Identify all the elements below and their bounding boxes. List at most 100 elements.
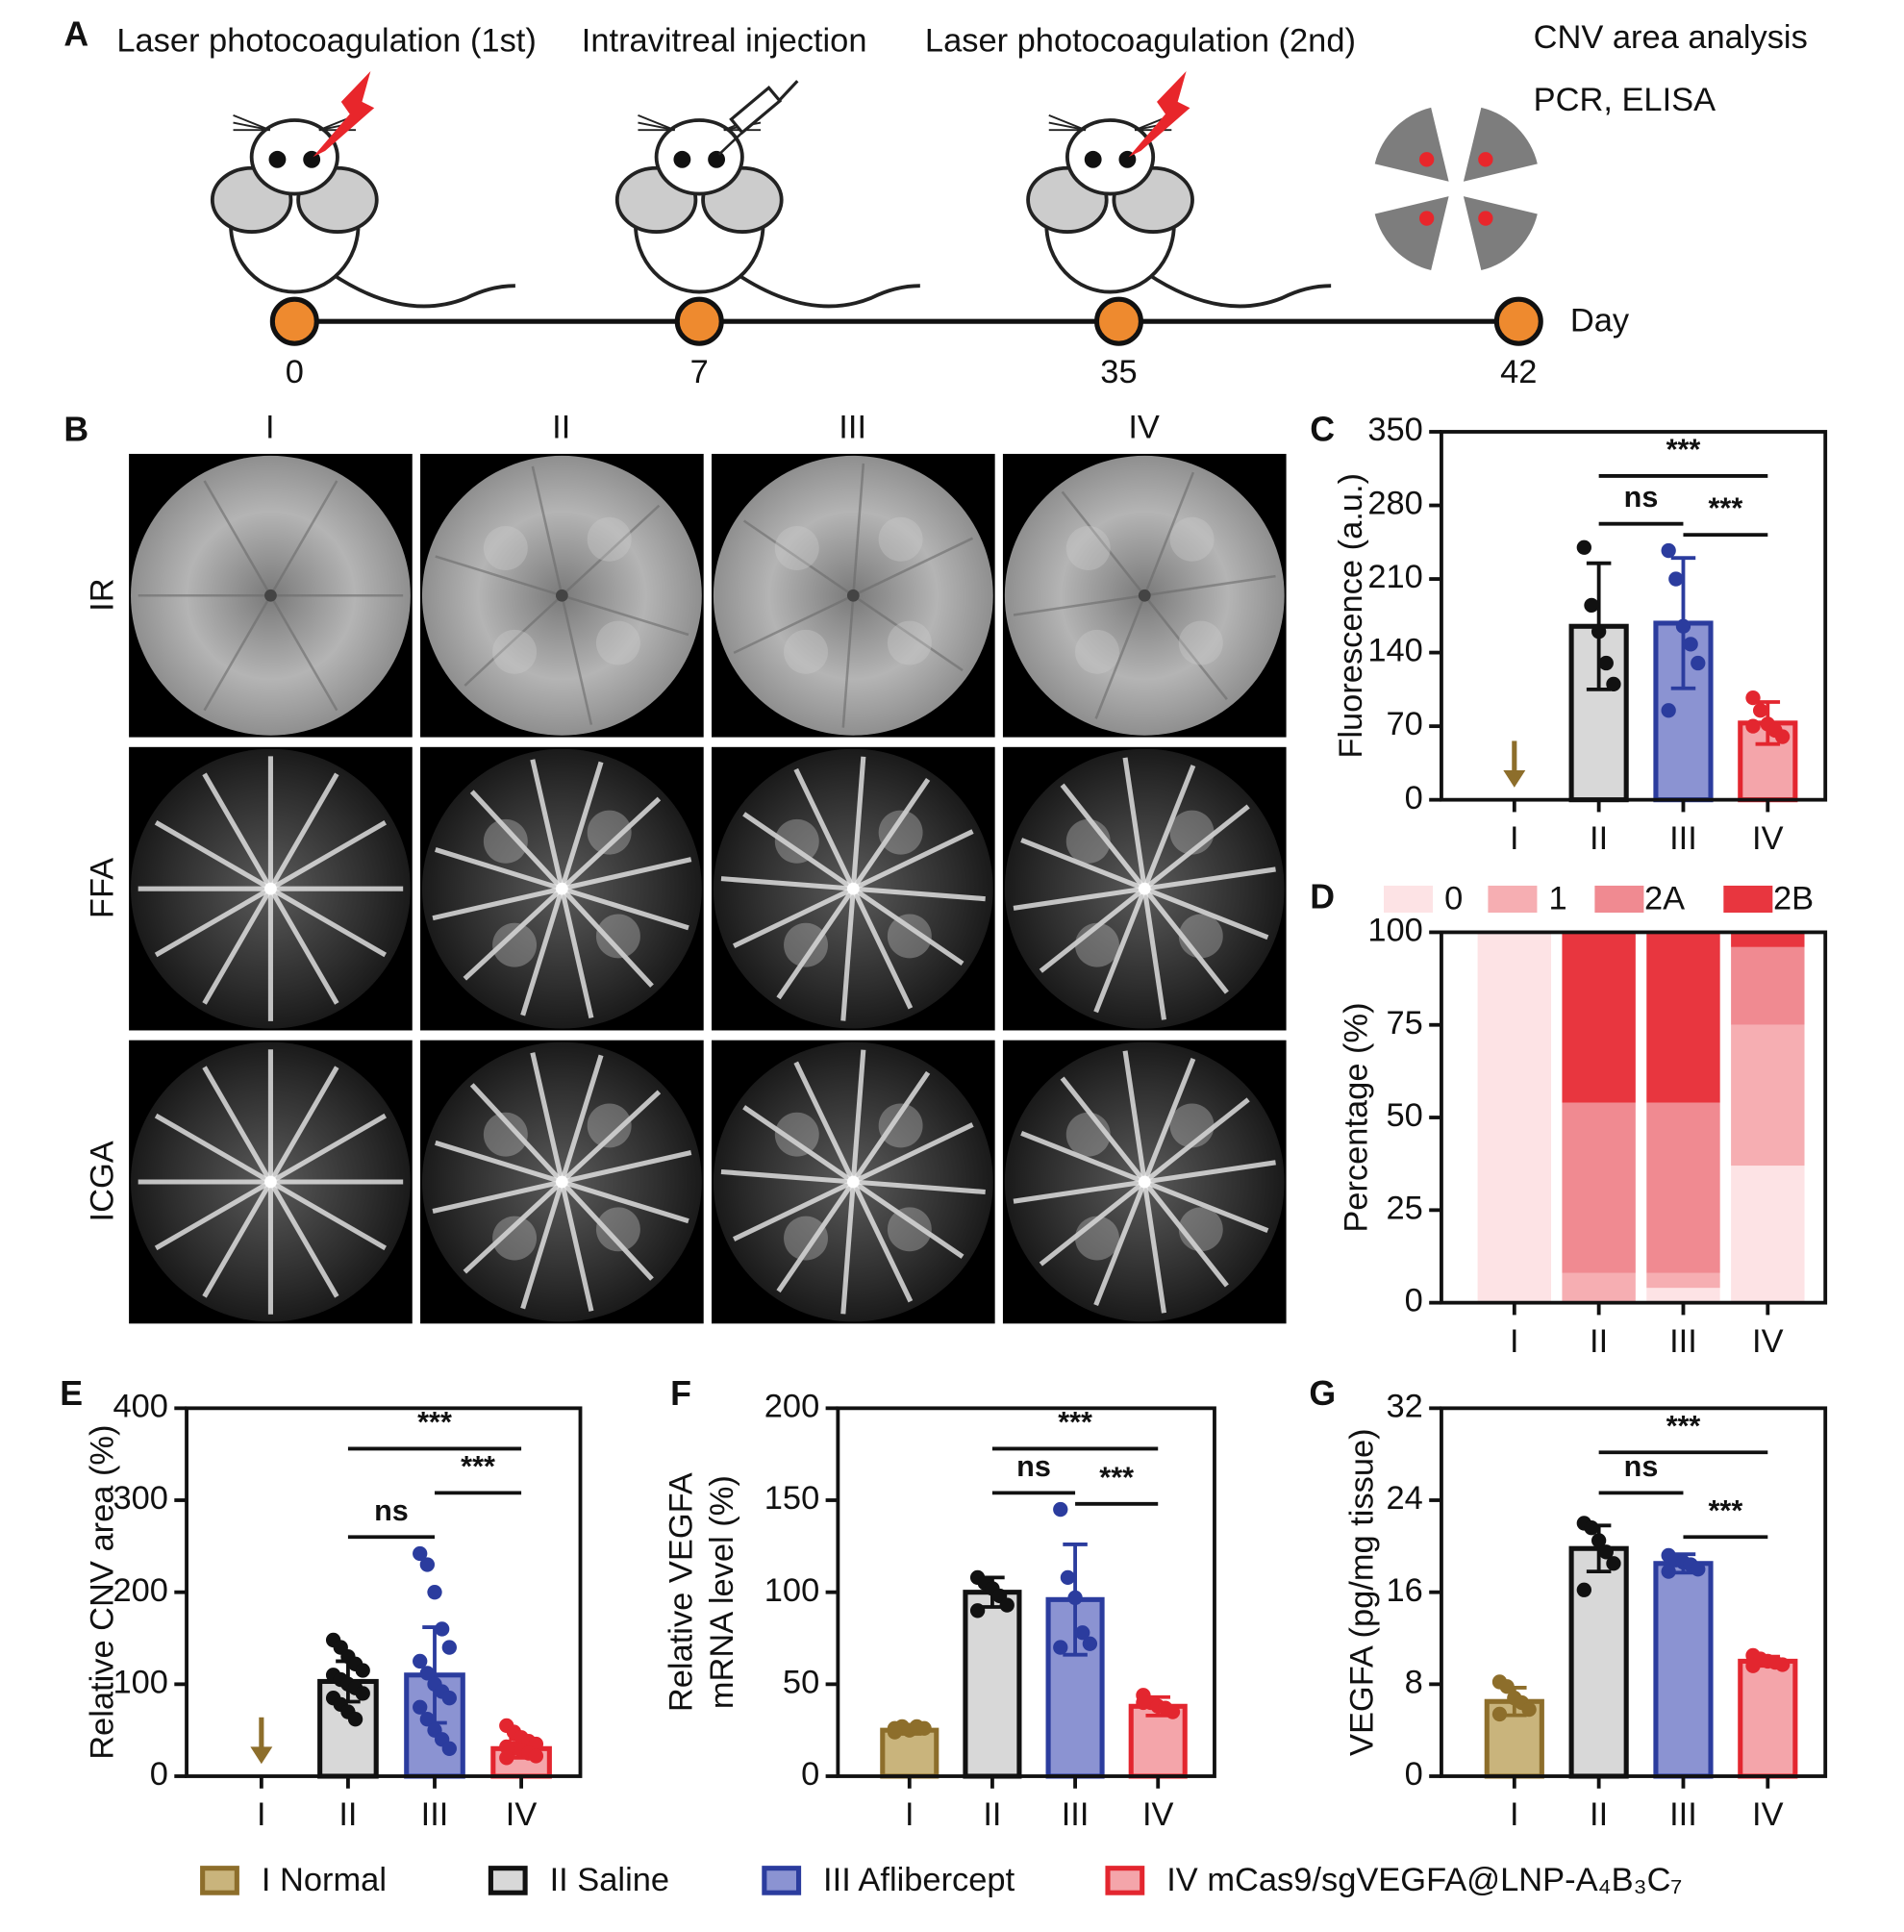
x-tick-label: I (257, 1796, 266, 1833)
y-tick-label: 0 (801, 1756, 819, 1793)
analysis-label: PCR, ELISA (1534, 82, 1716, 118)
significance-label: ns (1624, 1450, 1659, 1483)
fundus-vessel (561, 1179, 689, 1224)
fundus-vessel (851, 888, 914, 1010)
fundus-vessel (560, 796, 662, 891)
mouse-whisker (638, 114, 676, 132)
timeline-node (269, 296, 319, 346)
fundus-vessel (530, 759, 564, 890)
x-tick-label: II (1590, 1323, 1608, 1360)
fundus-vessel (203, 480, 272, 596)
data-point (1576, 539, 1591, 555)
x-tick-label: II (1590, 1796, 1608, 1833)
y-axis-label: Relative CNV area (%) (85, 1425, 121, 1760)
fundus-vessel (561, 1149, 692, 1185)
fundus-vessel (851, 1179, 965, 1259)
data-point (1691, 1562, 1706, 1577)
data-point (969, 1603, 986, 1618)
lesion (483, 1112, 528, 1157)
y-axis-label: VEGFA (pg/mg tissue) (1344, 1428, 1381, 1756)
mouse-eye (1084, 150, 1102, 168)
y-tick-label: 200 (113, 1572, 167, 1609)
lesion (774, 818, 819, 864)
optic-disc (1138, 1175, 1151, 1189)
data-point (347, 1712, 363, 1727)
fundus-vessel (268, 1066, 339, 1184)
panel-letter: E (60, 1374, 83, 1413)
legend-label: III Aflibercept (823, 1862, 1015, 1898)
optic-disc (555, 882, 568, 895)
lesion (878, 1103, 923, 1148)
laser-bolt (1128, 70, 1190, 158)
optic-disc (264, 1175, 277, 1189)
significance-label: ns (374, 1494, 409, 1527)
fundus-vessel (1143, 1179, 1269, 1234)
fundus-vessel (1020, 1130, 1146, 1185)
bar-segment (1562, 932, 1636, 1103)
x-tick-label: IV (506, 1796, 538, 1833)
fundus-vessel (1020, 838, 1146, 891)
flatmount-spot (1418, 152, 1435, 167)
lesion (774, 526, 819, 570)
fundus-vessel (463, 594, 564, 687)
optic-disc (846, 882, 860, 895)
bar (1738, 1658, 1798, 1779)
legend-label: 1 (1549, 880, 1567, 916)
y-tick-label: 200 (764, 1388, 819, 1424)
legend-label: IV mCas9/sgVEGFA@LNP-A₄B₃C₇ (1166, 1862, 1682, 1898)
significance-label: *** (1666, 433, 1701, 465)
data-point (1136, 1694, 1151, 1711)
legend-label: 0 (1444, 880, 1463, 916)
lesion (595, 914, 640, 959)
x-tick-label: III (1062, 1796, 1090, 1833)
data-point (1745, 718, 1761, 734)
mouse-tail (735, 271, 920, 309)
lesion (1074, 1216, 1119, 1261)
bar (1568, 1545, 1629, 1779)
lesion (587, 810, 632, 855)
data-point (435, 1621, 450, 1637)
fundus-vessel (776, 887, 856, 1000)
fundus-vessel (561, 504, 661, 597)
y-tick-label: 0 (1405, 1283, 1423, 1319)
legend-swatch (1383, 885, 1434, 914)
day-label: 35 (1100, 354, 1137, 390)
column-label: II (552, 410, 570, 446)
lesion (1065, 1112, 1111, 1157)
fundus-vessel (561, 857, 692, 891)
y-tick-label: 280 (1367, 486, 1422, 522)
data-point (1165, 1704, 1181, 1719)
fundus-vessel (793, 1061, 856, 1184)
mouse-tail (330, 271, 515, 309)
day-axis-label: Day (1570, 303, 1630, 339)
event-label: Intravitreal injection (582, 23, 867, 60)
timeline-node (674, 296, 724, 346)
x-tick-label: I (905, 1796, 914, 1833)
lesion (1074, 922, 1119, 967)
fundus-vessel (561, 594, 593, 725)
fundus-vessel (269, 1179, 388, 1251)
mouse-eye (268, 150, 287, 168)
fundus-vessel (560, 1090, 662, 1184)
data-point (1598, 655, 1614, 671)
flatmount-spot (1418, 211, 1435, 226)
lesion (1169, 1103, 1215, 1148)
mouse-eye (708, 150, 726, 168)
mouse-tail (1145, 271, 1332, 309)
fundus-vessel (560, 1180, 654, 1281)
fundus-vessel (1122, 1050, 1147, 1183)
bar-segment (1731, 946, 1805, 1025)
x-tick-label: III (1669, 1796, 1697, 1833)
lesion (587, 516, 632, 562)
fundus-vessel (776, 1180, 856, 1293)
data-point (419, 1557, 436, 1572)
lesion (492, 922, 538, 967)
fundus-vessel (269, 820, 388, 891)
row-label: IR (85, 578, 121, 611)
mouse-whisker (233, 121, 270, 132)
timeline-node (1493, 296, 1543, 346)
legend-swatch (762, 1866, 802, 1895)
fundus-vessel (733, 1179, 855, 1242)
bar-segment (1731, 1166, 1805, 1303)
significance-label: *** (417, 1406, 452, 1439)
